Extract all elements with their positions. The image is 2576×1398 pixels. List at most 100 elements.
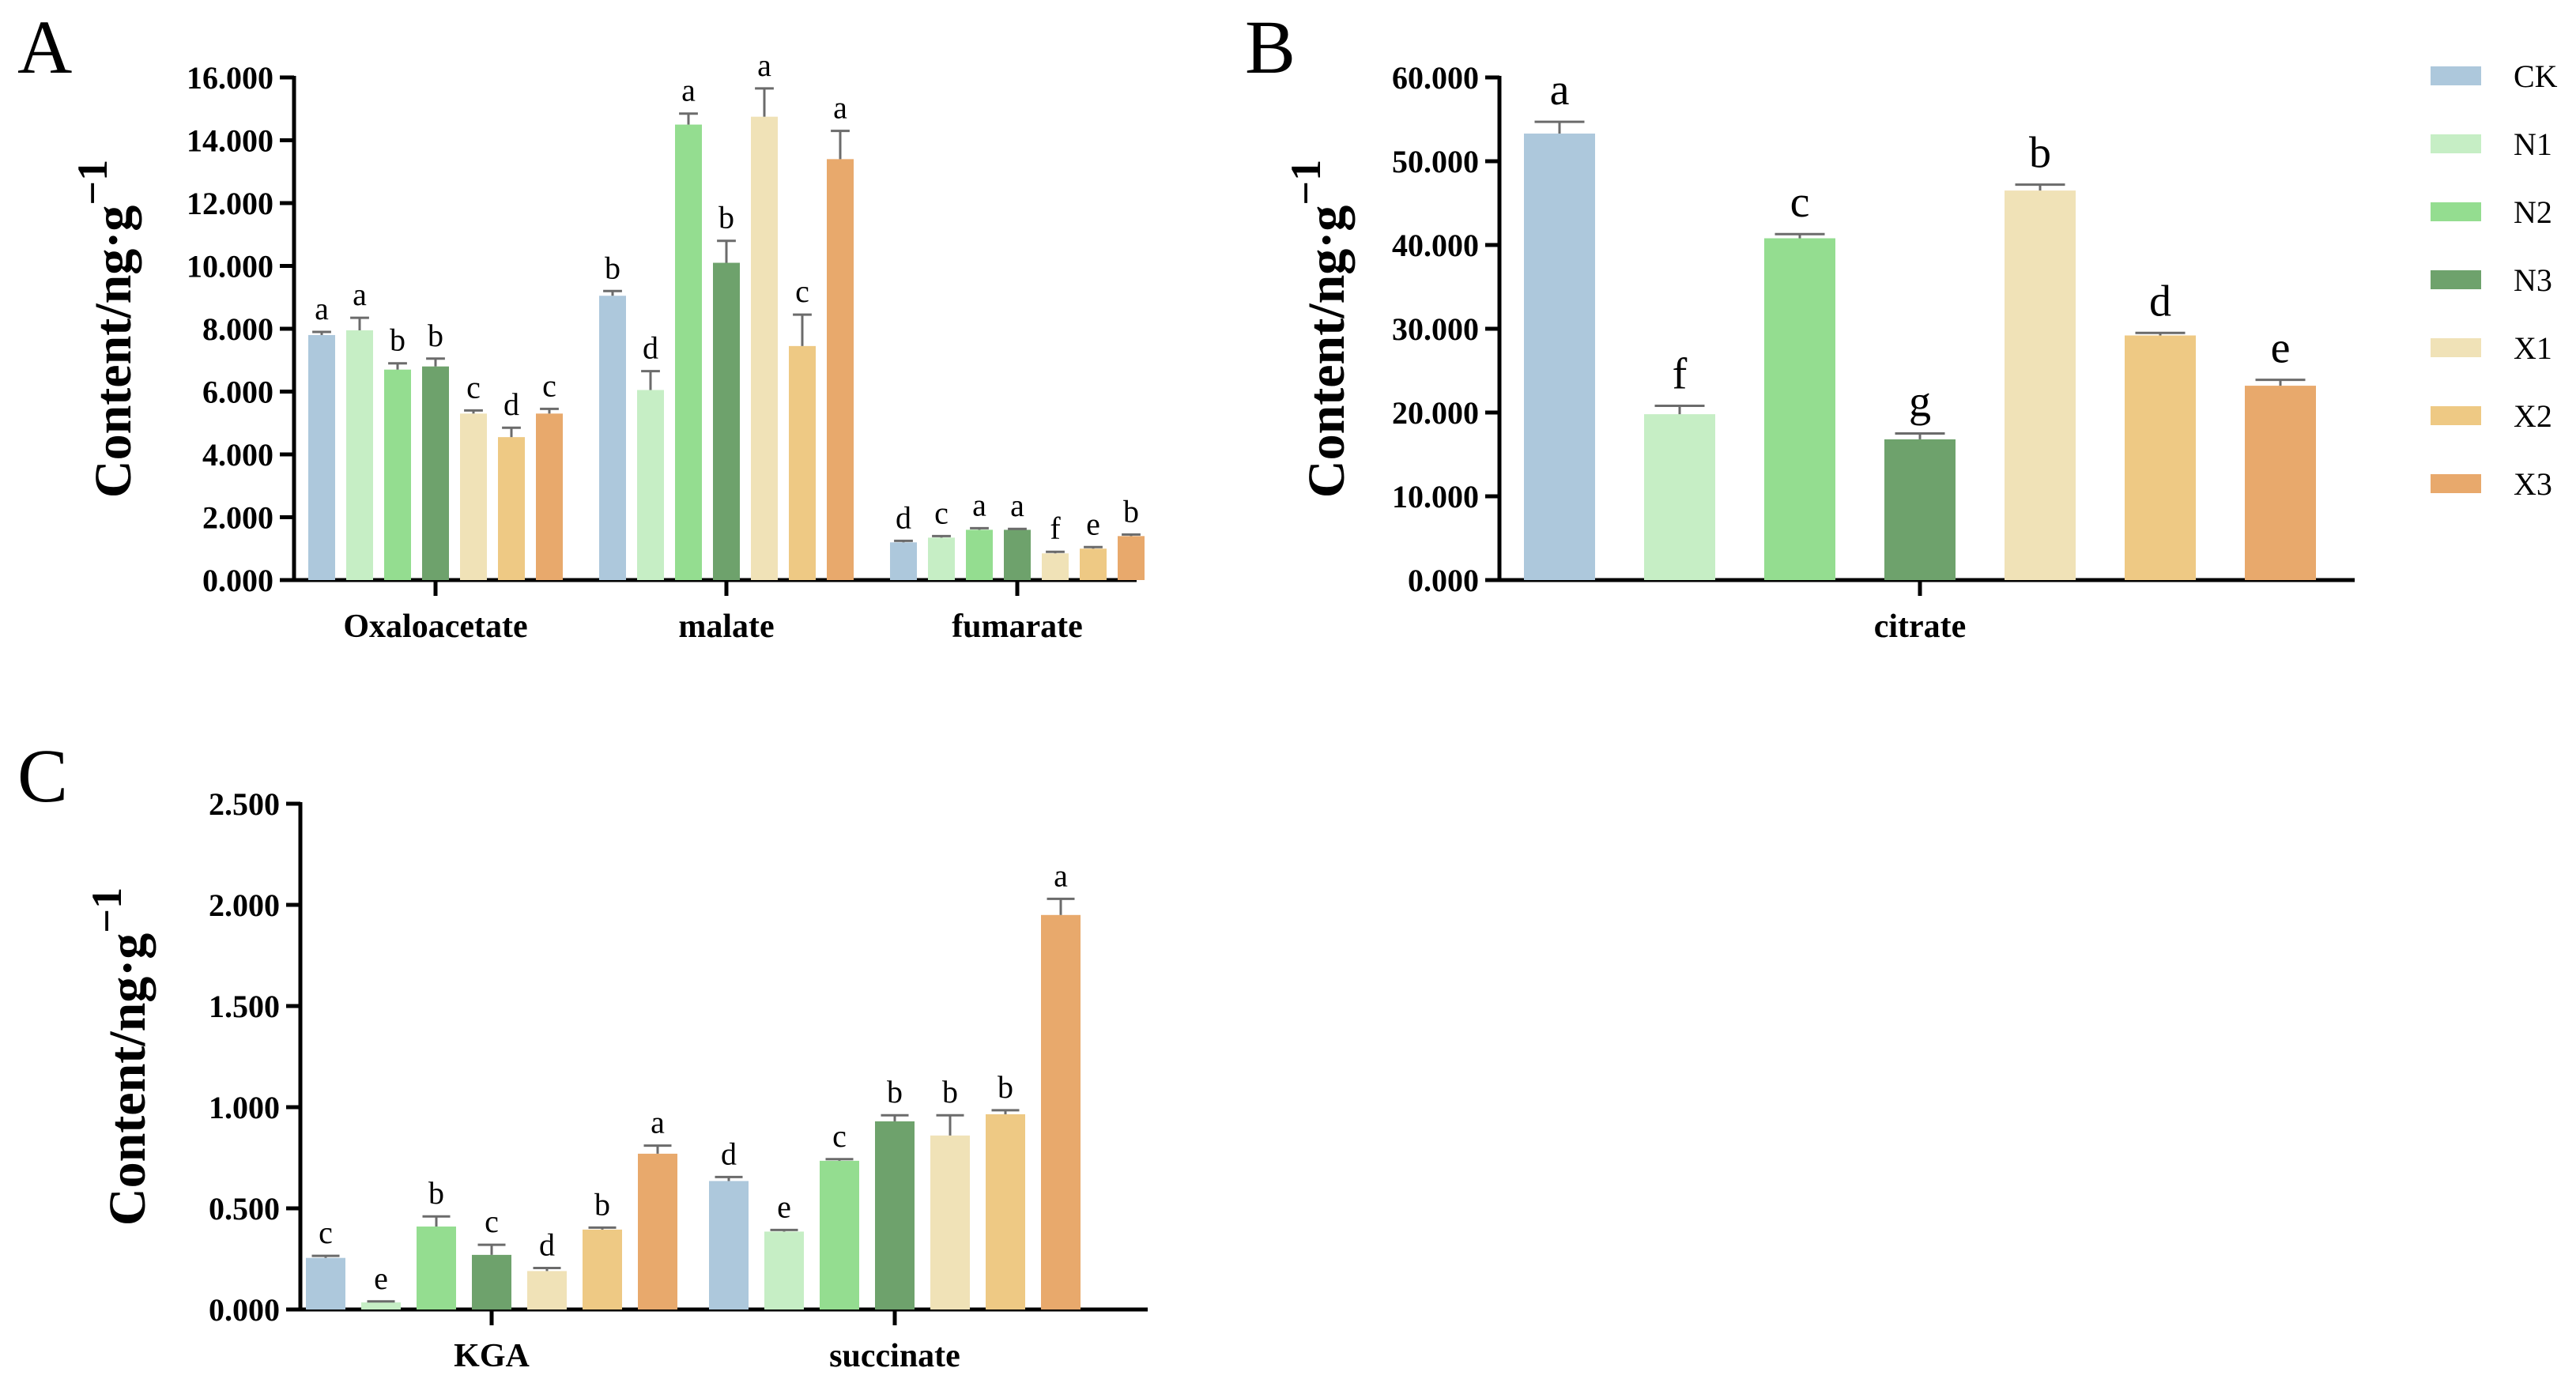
panel-letter: B <box>1245 5 1296 89</box>
bar-x1-fumarate <box>1042 553 1069 580</box>
x-category-label: succinate <box>829 1338 960 1374</box>
y-tick-label: 1.000 <box>209 1090 280 1125</box>
significance-letter: b <box>428 1175 444 1211</box>
significance-letter: b <box>718 200 734 236</box>
bar-n2-oxaloacetate <box>384 369 411 580</box>
legend-swatch-x3 <box>2431 474 2481 493</box>
y-axis-title-text: Content/ng·g <box>99 933 157 1226</box>
y-tick-label: 40.000 <box>1392 228 1479 263</box>
bar-n2-fumarate <box>966 529 993 580</box>
x-category-label: KGA <box>454 1338 530 1374</box>
significance-letter: b <box>942 1074 958 1110</box>
significance-letter: d <box>721 1136 737 1171</box>
legend-swatch-ck <box>2431 66 2481 85</box>
y-tick-label: 8.000 <box>202 311 273 347</box>
y-tick-label: 2.000 <box>202 500 273 536</box>
bar-x1-malate <box>751 116 778 580</box>
bar-ck-oxaloacetate <box>308 334 335 580</box>
y-tick-label: 16.000 <box>187 60 273 96</box>
significance-letter: a <box>833 90 847 126</box>
legend-label-n3: N3 <box>2514 262 2552 298</box>
legend-swatch-x2 <box>2431 406 2481 425</box>
bar-n3-citrate <box>1884 439 1956 580</box>
significance-letter: c <box>1790 178 1810 227</box>
significance-letter: f <box>1673 350 1688 399</box>
significance-letter: e <box>374 1260 388 1296</box>
significance-letter: a <box>1550 66 1570 115</box>
y-tick-label: 0.000 <box>1408 563 1479 598</box>
y-tick-label: 50.000 <box>1392 144 1479 179</box>
y-tick-label: 60.000 <box>1392 60 1479 96</box>
bar-n1-fumarate <box>928 537 955 580</box>
legend-label-n1: N1 <box>2514 126 2552 162</box>
panel-letter: C <box>17 733 68 818</box>
bar-n1-citrate <box>1644 414 1715 580</box>
y-axis-title-superscript: −1 <box>1282 160 1329 205</box>
significance-letter: c <box>319 1215 333 1250</box>
y-tick-label: 1.500 <box>209 989 280 1024</box>
bar-x2-kga <box>583 1229 622 1309</box>
legend-label-x2: X2 <box>2514 398 2552 434</box>
significance-letter: b <box>594 1186 610 1222</box>
bar-ck-succinate <box>709 1181 749 1309</box>
significance-letter: b <box>390 322 405 358</box>
bar-n2-succinate <box>820 1160 859 1309</box>
significance-letter: c <box>485 1204 499 1239</box>
x-category-label: fumarate <box>952 609 1083 645</box>
legend-swatch-n3 <box>2431 270 2481 289</box>
y-tick-label: 4.000 <box>202 437 273 473</box>
bar-n3-oxaloacetate <box>422 366 449 580</box>
y-tick-label: 2.500 <box>209 786 280 822</box>
bar-x3-succinate <box>1041 914 1081 1309</box>
significance-letter: d <box>539 1227 555 1263</box>
significance-letter: b <box>887 1074 903 1110</box>
y-tick-label: 20.000 <box>1392 395 1479 431</box>
significance-letter: e <box>2271 324 2291 373</box>
panel-c-chart: 0.000 0.500 1.000 1.500 2.000 2.500 Content/ng… <box>83 786 1148 1374</box>
significance-letter: a <box>315 291 329 326</box>
bar-x1-kga <box>527 1271 567 1309</box>
y-tick-label: 0.000 <box>209 1292 280 1328</box>
legend: CK N1 N2 N3 X1 X2 X3 <box>2431 58 2558 502</box>
bar-n2-malate <box>675 124 702 580</box>
bar-n1-oxaloacetate <box>346 330 373 580</box>
y-axis-title-text: Content/ng·g <box>1298 205 1356 498</box>
bar-x2-succinate <box>986 1114 1025 1309</box>
panel-letter: A <box>17 5 72 89</box>
significance-letter: a <box>651 1105 665 1140</box>
legend-label-x1: X1 <box>2514 330 2552 366</box>
significance-letter: b <box>2029 129 2051 178</box>
y-tick-label: 0.000 <box>202 563 273 598</box>
legend-swatch-x1 <box>2431 338 2481 357</box>
bar-ck-kga <box>306 1257 345 1309</box>
significance-letter: d <box>643 330 658 366</box>
y-axis-title: Content/ng·g−1 <box>1282 160 1356 498</box>
significance-letter: c <box>795 273 809 309</box>
significance-letter: d <box>504 386 519 422</box>
significance-letter: e <box>1086 506 1100 541</box>
legend-label-n2: N2 <box>2514 194 2552 230</box>
bar-ck-fumarate <box>890 542 917 580</box>
y-tick-label: 10.000 <box>1392 479 1479 514</box>
legend-label-ck: CK <box>2514 58 2558 94</box>
bar-n3-malate <box>713 262 740 580</box>
significance-letter: c <box>934 495 949 530</box>
bar-n2-citrate <box>1764 238 1835 580</box>
bar-x3-oxaloacetate <box>536 413 563 580</box>
significance-letter: a <box>353 277 367 312</box>
bar-n3-succinate <box>875 1121 915 1309</box>
bar-n3-fumarate <box>1004 529 1031 580</box>
significance-letter: a <box>681 73 696 108</box>
y-tick-label: 14.000 <box>187 123 273 159</box>
y-axis-title: Content/ng·g−1 <box>83 887 157 1226</box>
bar-n1-succinate <box>764 1231 804 1309</box>
panel-a-chart: 0.000 2.000 4.000 6.000 8.000 10.000 12.000 14.… <box>69 47 1145 645</box>
y-axis-title-text: Content/ng·g <box>85 205 142 498</box>
y-tick-label: 12.000 <box>187 186 273 221</box>
significance-letter: e <box>777 1189 791 1224</box>
significance-letter: f <box>1050 511 1061 546</box>
y-tick-label: 2.000 <box>209 887 280 923</box>
bar-x3-citrate <box>2245 386 2316 580</box>
legend-swatch-n2 <box>2431 202 2481 221</box>
